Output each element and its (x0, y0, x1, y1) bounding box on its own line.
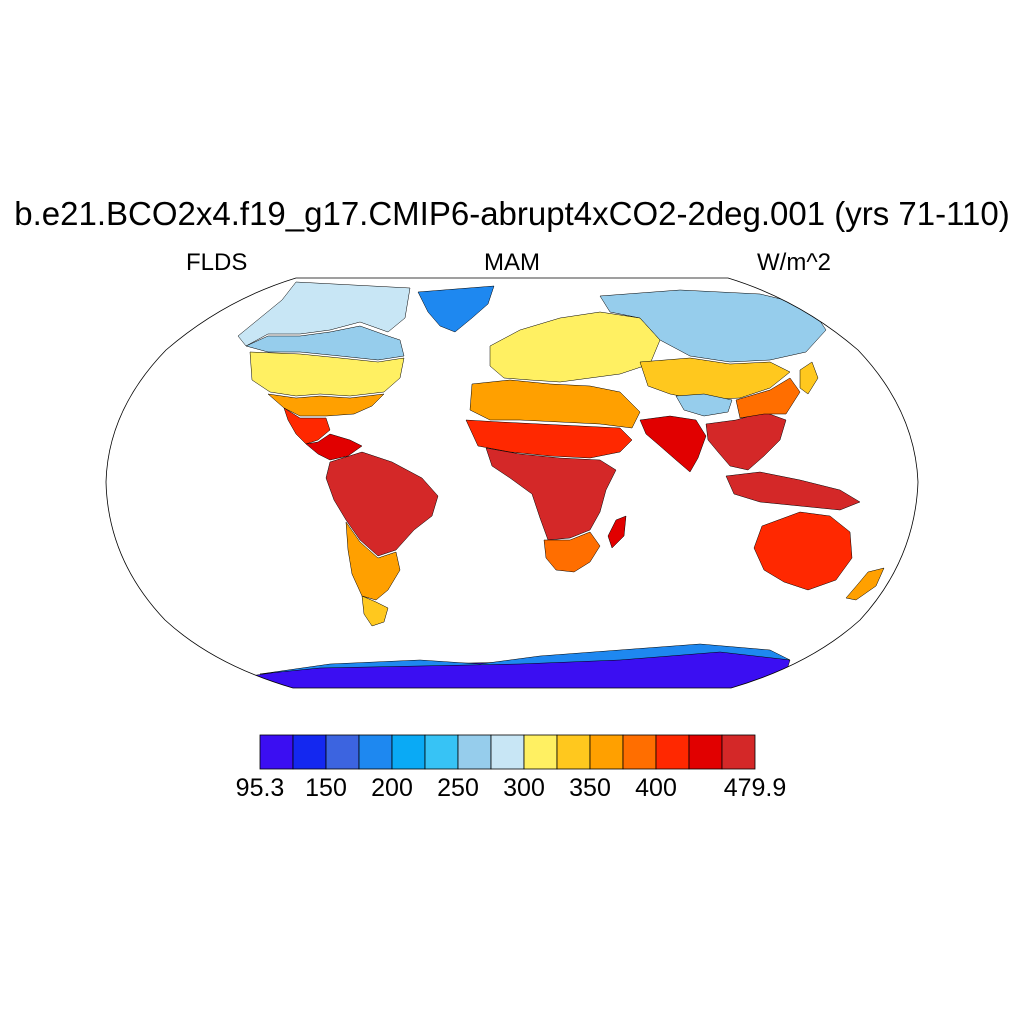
region-greenland (417, 285, 495, 333)
region-siberia (599, 289, 827, 363)
region-india (639, 415, 707, 473)
region-canada-arctic (237, 281, 411, 347)
colorbar-label: 300 (503, 774, 545, 802)
region-antarctica (239, 649, 791, 688)
colorbar-label: 350 (569, 774, 611, 802)
colorbar-swatch (292, 734, 327, 770)
plot-title: b.e21.BCO2x4.f19_g17.CMIP6-abrupt4xCO2-2… (14, 195, 1010, 232)
region-sahel (465, 419, 633, 459)
region-australia (753, 511, 853, 591)
colorbar-label: 95.3 (235, 774, 285, 802)
region-north-africa (469, 379, 641, 429)
colorbar-swatch (721, 734, 756, 770)
region-new-zealand (845, 567, 885, 601)
region-south-africa (543, 531, 601, 573)
globe-outline (105, 277, 919, 689)
region-africa-central (485, 447, 617, 541)
region-japan (799, 361, 819, 395)
region-central-asia (639, 357, 791, 401)
region-antarctica-coast (259, 643, 791, 675)
region-indonesia (725, 471, 861, 511)
variable-label: FLDS (186, 249, 248, 276)
colorbar-swatch (457, 734, 492, 770)
colorbar-swatch (490, 734, 525, 770)
region-patagonia (361, 595, 389, 627)
colorbar-swatch (424, 734, 459, 770)
colorbar-label: 250 (437, 774, 479, 802)
region-mexico (283, 407, 331, 445)
colorbar-swatch (556, 734, 591, 770)
colorbar (259, 734, 756, 770)
region-east-china (735, 377, 801, 419)
region-tibet (675, 393, 733, 417)
region-southeast-asia (705, 411, 787, 471)
colorbar-swatch (688, 734, 723, 770)
region-south-america-north (325, 451, 439, 557)
colorbar-swatch (622, 734, 657, 770)
units-label: W/m^2 (757, 249, 831, 276)
season-label: MAM (484, 249, 540, 276)
region-south-america-south (345, 521, 401, 601)
region-canada-south (245, 325, 405, 361)
colorbar-label: 150 (305, 774, 347, 802)
colorbar-swatch (259, 734, 294, 770)
region-us-north (249, 351, 405, 397)
colorbar-swatch (589, 734, 624, 770)
region-madagascar (607, 515, 627, 549)
colorbar-swatch (655, 734, 690, 770)
colorbar-label: 400 (635, 774, 677, 802)
region-europe (489, 311, 661, 383)
colorbar-swatch (391, 734, 426, 770)
colorbar-label: 479.9 (723, 774, 787, 802)
region-us-south (267, 393, 385, 417)
region-central-america (305, 433, 363, 461)
colorbar-swatch (325, 734, 360, 770)
colorbar-swatch (358, 734, 393, 770)
colorbar-label: 200 (371, 774, 413, 802)
colorbar-swatch (523, 734, 558, 770)
